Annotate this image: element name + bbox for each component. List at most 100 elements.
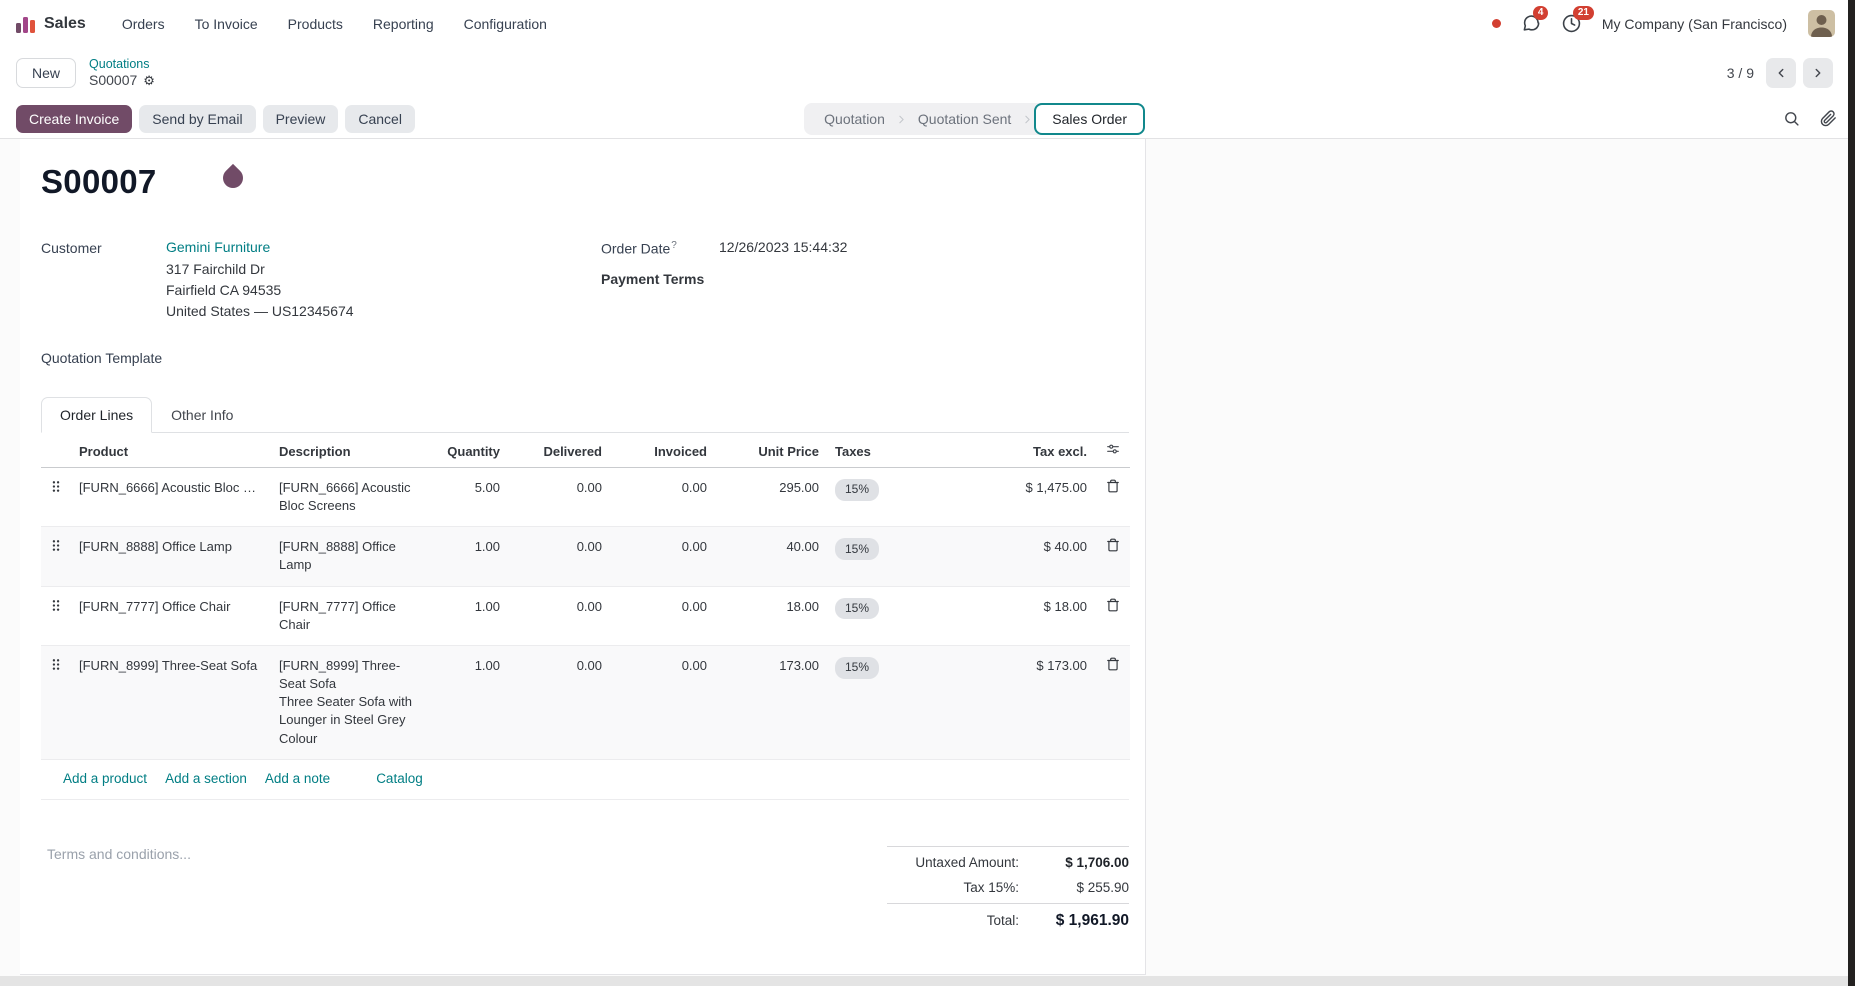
add-section-link[interactable]: Add a section: [165, 770, 247, 786]
untaxed-amount-value: $ 1,706.00: [1065, 854, 1129, 870]
tab-other-info[interactable]: Other Info: [171, 406, 234, 423]
paperclip-icon: [1820, 110, 1836, 127]
attachment-button[interactable]: [1820, 110, 1837, 127]
cell-delivered[interactable]: 0.00: [576, 657, 602, 673]
tax-value: $ 255.90: [1076, 879, 1129, 895]
cell-subtotal: $ 40.00: [1043, 539, 1087, 555]
app-name[interactable]: Sales: [44, 14, 86, 32]
messages-button[interactable]: 4: [1522, 6, 1549, 33]
cell-subtotal: $ 18.00: [1043, 598, 1087, 614]
cell-unit-price[interactable]: 18.00: [786, 598, 819, 614]
record-pager: 3 / 9: [1727, 58, 1839, 88]
column-subtotal: Tax excl.: [955, 432, 1095, 468]
notebook-tabs: Order Lines Other Info: [41, 396, 1129, 433]
cell-taxes[interactable]: 15%: [827, 467, 955, 526]
cell-invoiced[interactable]: 0.00: [681, 479, 707, 495]
menu-products[interactable]: Products: [287, 15, 343, 32]
trash-icon: [1106, 657, 1119, 671]
payment-terms-label[interactable]: Payment Terms: [601, 270, 705, 287]
cell-taxes[interactable]: 15%: [827, 586, 955, 645]
send-by-email-button[interactable]: Send by Email: [139, 104, 256, 133]
cell-description[interactable]: [FURN_8888] Office Lamp: [279, 539, 396, 573]
search-icon: [1785, 112, 1799, 126]
stage-quotation-sent[interactable]: Quotation Sent: [917, 111, 1012, 127]
cell-invoiced[interactable]: 0.00: [681, 657, 707, 673]
preview-button[interactable]: Preview: [262, 104, 339, 133]
menu-orders[interactable]: Orders: [121, 15, 165, 32]
cell-delivered[interactable]: 0.00: [576, 539, 602, 555]
breadcrumb-quotations-link[interactable]: Quotations: [89, 56, 150, 71]
pager-count[interactable]: 3 / 9: [1726, 65, 1754, 81]
cell-description[interactable]: [FURN_8999] Three-Seat Sofa Three Seater…: [279, 657, 412, 746]
cell-quantity[interactable]: 5.00: [474, 479, 500, 495]
catalog-link[interactable]: Catalog: [376, 770, 423, 786]
gear-icon[interactable]: ⚙: [143, 72, 155, 88]
delete-row-button[interactable]: [1095, 645, 1130, 759]
cell-description[interactable]: [FURN_6666] Acoustic Bloc Screens: [279, 479, 411, 513]
total-value: $ 1,961.90: [1055, 911, 1129, 929]
breadcrumb-current: S00007 ⚙: [89, 72, 155, 89]
column-options-header: [1095, 432, 1130, 468]
untaxed-amount-row: Untaxed Amount: $ 1,706.00: [887, 850, 1129, 875]
drag-handle-icon[interactable]: [41, 645, 71, 759]
terms-placeholder[interactable]: Terms and conditions...: [47, 845, 191, 862]
delete-row-button[interactable]: [1095, 467, 1130, 526]
pager-previous-button[interactable]: [1766, 58, 1796, 88]
menu-configuration[interactable]: Configuration: [463, 15, 547, 32]
cell-invoiced[interactable]: 0.00: [681, 598, 707, 614]
cell-product[interactable]: [FURN_8999] Three-Seat Sofa: [79, 657, 258, 673]
clock-icon: [1562, 14, 1581, 33]
cell-taxes[interactable]: 15%: [827, 645, 955, 759]
menu-to-invoice[interactable]: To Invoice: [194, 15, 258, 32]
drag-handle-icon[interactable]: [41, 467, 71, 526]
add-product-link[interactable]: Add a product: [63, 770, 148, 786]
stage-quotation[interactable]: Quotation: [824, 111, 885, 127]
quotation-template-label[interactable]: Quotation Template: [41, 349, 163, 366]
customer-link[interactable]: Gemini Furniture: [166, 239, 271, 255]
cell-quantity[interactable]: 1.00: [474, 657, 500, 673]
cancel-button[interactable]: Cancel: [345, 104, 415, 133]
stage-sales-order-active[interactable]: Sales Order: [1034, 103, 1145, 135]
breadcrumb: Quotations S00007 ⚙: [89, 57, 155, 89]
cell-description[interactable]: [FURN_7777] Office Chair: [279, 598, 396, 632]
app-switcher[interactable]: Sales: [16, 15, 86, 33]
cell-delivered[interactable]: 0.00: [576, 598, 602, 614]
form-toolbar-icons: [1783, 110, 1837, 127]
pager-next-button[interactable]: [1803, 58, 1833, 88]
title-row: S00007: [41, 163, 1129, 201]
company-name[interactable]: My Company (San Francisco): [1601, 15, 1787, 32]
cell-unit-price[interactable]: 40.00: [786, 539, 819, 555]
drag-handle-icon[interactable]: [41, 586, 71, 645]
cell-unit-price[interactable]: 173.00: [779, 657, 819, 673]
user-avatar[interactable]: [1808, 10, 1835, 37]
cell-taxes[interactable]: 15%: [827, 527, 955, 586]
order-line-row: [FURN_6666] Acoustic Bloc Scr… [FURN_666…: [41, 467, 1130, 527]
delete-row-button[interactable]: [1095, 527, 1130, 586]
chevron-separator-icon: [1021, 113, 1034, 126]
cell-quantity[interactable]: 1.00: [474, 539, 500, 555]
cell-unit-price[interactable]: 295.00: [779, 479, 819, 495]
cell-product[interactable]: [FURN_7777] Office Chair: [79, 598, 231, 614]
droplet-icon: [218, 163, 247, 193]
create-invoice-button[interactable]: Create Invoice: [16, 104, 133, 133]
payment-terms-field: Payment Terms: [601, 270, 1129, 287]
cell-quantity[interactable]: 1.00: [474, 598, 500, 614]
cell-invoiced[interactable]: 0.00: [681, 539, 707, 555]
cell-delivered[interactable]: 0.00: [576, 479, 602, 495]
new-button[interactable]: New: [16, 58, 77, 88]
activities-button[interactable]: 21: [1562, 6, 1594, 33]
tax-label: Tax 15%:: [963, 879, 1019, 895]
menu-reporting[interactable]: Reporting: [372, 15, 434, 32]
search-button[interactable]: [1783, 110, 1800, 127]
tab-order-lines[interactable]: Order Lines: [41, 396, 153, 433]
cell-product[interactable]: [FURN_8888] Office Lamp: [79, 539, 232, 555]
delete-row-button[interactable]: [1095, 586, 1130, 645]
drag-handle-icon[interactable]: [41, 527, 71, 586]
handle-column-header: [41, 432, 71, 468]
cell-product[interactable]: [FURN_6666] Acoustic Bloc Scr…: [79, 479, 271, 495]
order-date-value[interactable]: 12/26/2023 15:44:32: [719, 239, 848, 255]
add-note-link[interactable]: Add a note: [264, 770, 331, 786]
column-options-icon[interactable]: [1106, 442, 1120, 456]
chevron-right-icon: [1815, 68, 1821, 78]
cell-subtotal: $ 1,475.00: [1025, 479, 1087, 495]
